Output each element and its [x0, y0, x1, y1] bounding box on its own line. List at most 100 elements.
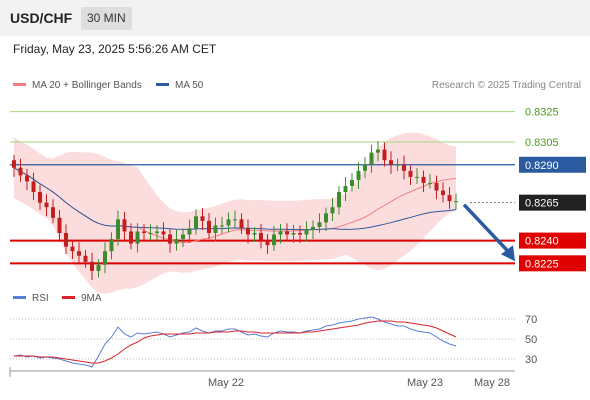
candle — [44, 194, 49, 217]
level-label-0.8225: 0.8225 — [525, 258, 559, 270]
candle — [278, 224, 283, 244]
forecast-arrow-shaft — [462, 203, 510, 253]
candle-body — [213, 225, 218, 233]
candle-body — [343, 185, 348, 193]
candle — [174, 229, 179, 251]
candle — [408, 165, 413, 185]
timeframe-selector[interactable]: 30 MIN — [81, 7, 132, 30]
candle-body — [441, 190, 445, 196]
rsi-tick-70: 70 — [525, 314, 537, 326]
candle — [187, 219, 192, 244]
candle-body — [155, 231, 159, 233]
legend-9ma-swatch — [62, 295, 75, 299]
candle-body — [194, 216, 198, 229]
legend-ma20-swatch — [13, 82, 26, 86]
candle — [259, 223, 263, 249]
legend-ma20-bollinger: MA 20 + Bollinger Bands — [13, 80, 142, 91]
candle-body — [77, 251, 81, 256]
candle-body — [298, 232, 302, 235]
candle — [395, 158, 400, 172]
candle-body — [389, 160, 393, 165]
candle-body — [246, 228, 250, 235]
candle — [194, 209, 198, 235]
candle-body — [376, 149, 380, 153]
candle-body — [369, 152, 374, 165]
legend-9ma: 9MA — [62, 293, 102, 304]
candle-body — [350, 179, 354, 186]
candle-body — [174, 239, 179, 244]
candle-body — [90, 261, 94, 271]
candle-body — [31, 181, 36, 193]
rsi-9ma-line — [14, 320, 457, 364]
candle — [291, 224, 296, 243]
candle — [317, 213, 322, 233]
candle — [96, 259, 101, 278]
level-tag-0.8240 — [519, 232, 586, 249]
candle-body — [51, 207, 55, 218]
candle — [122, 211, 127, 241]
candle-body — [200, 216, 205, 221]
candle-body — [252, 232, 257, 235]
candle — [64, 224, 68, 255]
rsi-tick-50: 50 — [525, 334, 537, 346]
candle-body — [239, 219, 244, 229]
candle — [51, 199, 55, 224]
chart-timestamp: Friday, May 23, 2025 5:56:26 AM CET — [13, 42, 217, 56]
candle-body — [96, 264, 101, 271]
candle-body — [408, 170, 413, 177]
candle — [70, 239, 75, 259]
candle-body — [83, 255, 88, 262]
level-label-0.8325: 0.8325 — [525, 107, 559, 119]
candle — [402, 155, 406, 180]
candle — [103, 242, 107, 274]
candle — [200, 207, 205, 230]
candle-body — [337, 192, 341, 208]
candle — [220, 216, 224, 234]
top-bar: USD/CHF 30 MIN — [0, 0, 590, 36]
candle — [311, 220, 315, 240]
candle-body — [116, 219, 120, 240]
candle-body — [278, 231, 283, 235]
candle-body — [57, 217, 62, 233]
candle — [265, 234, 270, 254]
candle-body — [38, 192, 42, 203]
candle-body — [129, 231, 133, 244]
level-label-0.8305: 0.8305 — [525, 137, 559, 149]
candle-body — [259, 232, 263, 241]
candle — [285, 223, 289, 242]
candle — [382, 142, 387, 167]
candle — [441, 182, 445, 203]
level-label-0.8240: 0.8240 — [525, 236, 559, 248]
candle — [356, 162, 361, 189]
candle — [77, 242, 81, 265]
candle-body — [324, 213, 328, 223]
candle-body — [161, 231, 166, 235]
candle-body — [395, 164, 400, 166]
candle — [168, 229, 172, 253]
symbol-label: USD/CHF — [10, 10, 73, 26]
candle — [434, 175, 439, 200]
candle-body — [70, 246, 75, 252]
candle — [155, 225, 159, 242]
legend-rsi-label: RSI — [32, 293, 49, 304]
candle-body — [148, 232, 153, 234]
candle-body — [44, 202, 49, 208]
candle — [25, 169, 29, 190]
legend-9ma-label: 9MA — [81, 293, 102, 304]
candle-body — [447, 195, 452, 202]
level-label-0.8265: 0.8265 — [525, 198, 559, 210]
candle-body — [421, 176, 426, 183]
candle — [90, 252, 94, 280]
candle — [350, 173, 354, 192]
candle-body — [135, 231, 140, 244]
candle — [304, 221, 309, 242]
source-attribution: Research © 2025 Trading Central — [431, 80, 581, 91]
candle — [415, 167, 419, 184]
candle — [213, 217, 218, 242]
candle-body — [122, 219, 127, 232]
candle — [298, 225, 302, 243]
legend-rsi: RSI — [13, 293, 49, 304]
candle-body — [142, 231, 146, 233]
candle — [142, 224, 146, 241]
